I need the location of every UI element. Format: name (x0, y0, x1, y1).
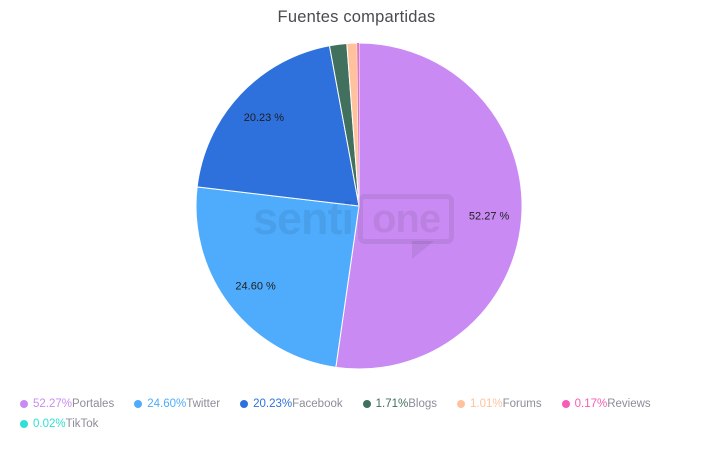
legend-label: Reviews (607, 398, 651, 410)
legend-bullet-icon (20, 420, 28, 428)
pie-chart: 52.27 % 24.60 % 20.23 % (195, 42, 523, 370)
pie-slice-forums[interactable] (346, 42, 360, 207)
legend-item-reviews[interactable]: 0.17% Reviews (561, 398, 651, 410)
legend-label: Portales (72, 398, 115, 410)
legend-bullet-icon (362, 400, 371, 408)
pie-slice-facebook[interactable] (196, 45, 360, 207)
pie-slice-reviews[interactable] (357, 43, 359, 206)
legend-item-portales[interactable]: 52.27% Portales (20, 398, 114, 410)
chart-title: Fuentes compartidas (277, 8, 436, 26)
legend-bullet-icon (134, 400, 143, 408)
legend-item-twitter[interactable]: 24.60% Twitter (134, 398, 220, 410)
slice-label-facebook: 20.23 % (244, 112, 285, 124)
legend-row-2: 0.02% TikTok (20, 418, 671, 430)
legend-item-forums[interactable]: 1.01% Forums (457, 398, 542, 410)
pie-slice-portales[interactable] (335, 42, 523, 370)
legend: 52.27% Portales 24.60% Twitter 20.23% Faceboo… (20, 398, 671, 438)
legend-percent: 0.02% (33, 418, 66, 430)
legend-label: Facebook (292, 398, 343, 410)
legend-item-blogs[interactable]: 1.71% Blogs (362, 398, 438, 410)
slice-label-portales: 52.27 % (469, 210, 510, 222)
legend-percent: 1.01% (470, 398, 503, 410)
legend-row-1: 52.27% Portales 24.60% Twitter 20.23% Faceboo… (20, 398, 671, 410)
legend-item-facebook[interactable]: 20.23% Facebook (240, 398, 343, 410)
legend-percent: 0.17% (574, 398, 608, 410)
legend-percent: 1.71% (375, 398, 409, 410)
legend-label: Twitter (186, 398, 221, 410)
slice-label-twitter: 24.60 % (235, 281, 276, 293)
legend-bullet-icon (20, 400, 28, 408)
legend-bullet-icon (240, 400, 249, 408)
legend-label: Forums (502, 398, 542, 410)
legend-percent: 52.27% (33, 398, 73, 410)
legend-bullet-icon (457, 400, 466, 408)
legend-label: Blogs (408, 398, 438, 410)
legend-percent: 24.60% (147, 398, 187, 410)
legend-item-tiktok[interactable]: 0.02% TikTok (20, 418, 98, 430)
pie-slice-twitter[interactable] (195, 186, 360, 368)
legend-bullet-icon (561, 400, 570, 408)
legend-label: TikTok (65, 418, 99, 430)
legend-percent: 20.23% (253, 398, 293, 410)
